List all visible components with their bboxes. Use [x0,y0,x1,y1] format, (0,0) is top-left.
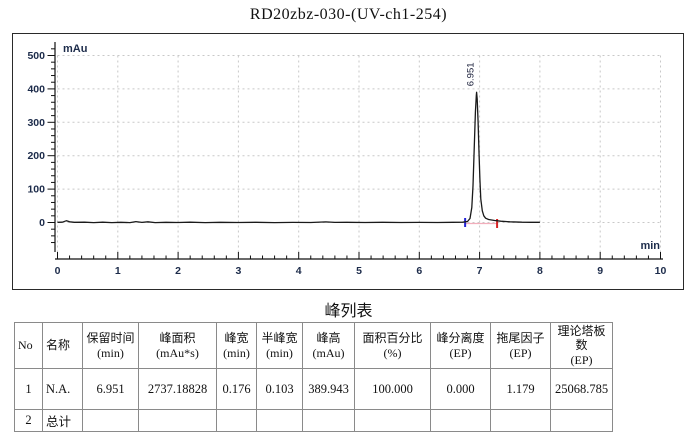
table-cell: 100.000 [354,368,431,411]
table-cell: 0.103 [256,368,303,411]
column-header: 峰高 (mAu) [302,321,355,370]
y-tick-label: 300 [27,117,45,129]
table-cell [138,409,217,432]
table-cell [302,409,355,432]
column-header: 半峰宽 (min) [256,321,303,370]
table-cell [550,409,613,432]
column-header: 理论塔板数 (EP) [550,321,613,370]
column-header: 拖尾因子 (EP) [490,321,551,370]
table-cell [216,409,257,432]
table-cell [256,409,303,432]
column-header: 峰宽 (min) [216,321,257,370]
y-tick-label: 400 [27,83,45,95]
chromatogram-plot: 0 100 200 300 400 500 0 1 2 3 4 5 6 7 8 9 10 mAu min 6.951 [27,42,667,277]
peak-rt-label: 6.951 [466,62,477,86]
x-tick-label: 8 [537,265,543,277]
peak-table-title: 峰列表 [324,303,373,320]
table-row: 1 N.A. 6.951 2737.18828 0.176 0.103 389.943 100… [14,368,613,411]
table-cell [430,409,491,432]
page-title: RD20zbz-030-(UV-ch1-254) [249,6,448,23]
x-tick-label: 7 [477,265,483,277]
table-cell [354,409,431,432]
peak-table-header: No 名称 保留时间 (min) 峰面积 (mAu*s) 峰宽 (min) 半峰宽 (min) 峰高… [14,321,613,370]
y-axis-unit-label: mAu [63,43,87,55]
table-cell: 6.951 [82,368,139,411]
x-tick-label: 9 [597,265,603,277]
table-cell: 389.943 [302,368,355,411]
table-row: 2 总计 [14,409,613,432]
table-cell: 2 [14,409,43,432]
table-cell: 2737.18828 [138,368,217,411]
chromatogram-panel: 0 100 200 300 400 500 0 1 2 3 4 5 6 7 8 9 10 mAu min 6.951 [12,33,684,290]
x-tick-label: 10 [655,265,667,277]
table-cell [82,409,139,432]
x-tick-label: 1 [115,265,121,277]
peak-table: No 名称 保留时间 (min) 峰面积 (mAu*s) 峰宽 (min) 半峰宽 (min) 峰高… [14,321,613,432]
table-cell: 1.179 [490,368,551,411]
table-cell: 总计 [42,409,83,432]
table-cell: 25068.785 [550,368,613,411]
column-header: 名称 [42,321,83,370]
column-header: 峰面积 (mAu*s) [138,321,217,370]
y-tick-label: 100 [27,184,45,196]
x-tick-label: 5 [356,265,362,277]
y-tick-label: 500 [27,50,45,62]
peak-table-body: 1 N.A. 6.951 2737.18828 0.176 0.103 389.943 100… [14,368,613,432]
chromatogram-trace [57,91,540,224]
x-tick-label: 2 [175,265,181,277]
x-tick-label: 0 [55,265,61,277]
column-header: No [14,321,43,370]
table-cell: 0.000 [430,368,491,411]
table-cell: N.A. [42,368,83,411]
column-header: 保留时间 (min) [82,321,139,370]
x-tick-label: 3 [235,265,241,277]
y-tick-label: 0 [39,217,45,229]
column-header: 峰分离度 (EP) [430,321,491,370]
table-cell: 0.176 [216,368,257,411]
x-axis-unit-label: min [640,240,660,252]
x-tick-label: 6 [416,265,422,277]
y-tick-label: 200 [27,150,45,162]
x-tick-label: 4 [296,265,302,277]
column-header: 面积百分比 (%) [354,321,431,370]
table-cell: 1 [14,368,43,411]
table-cell [490,409,551,432]
